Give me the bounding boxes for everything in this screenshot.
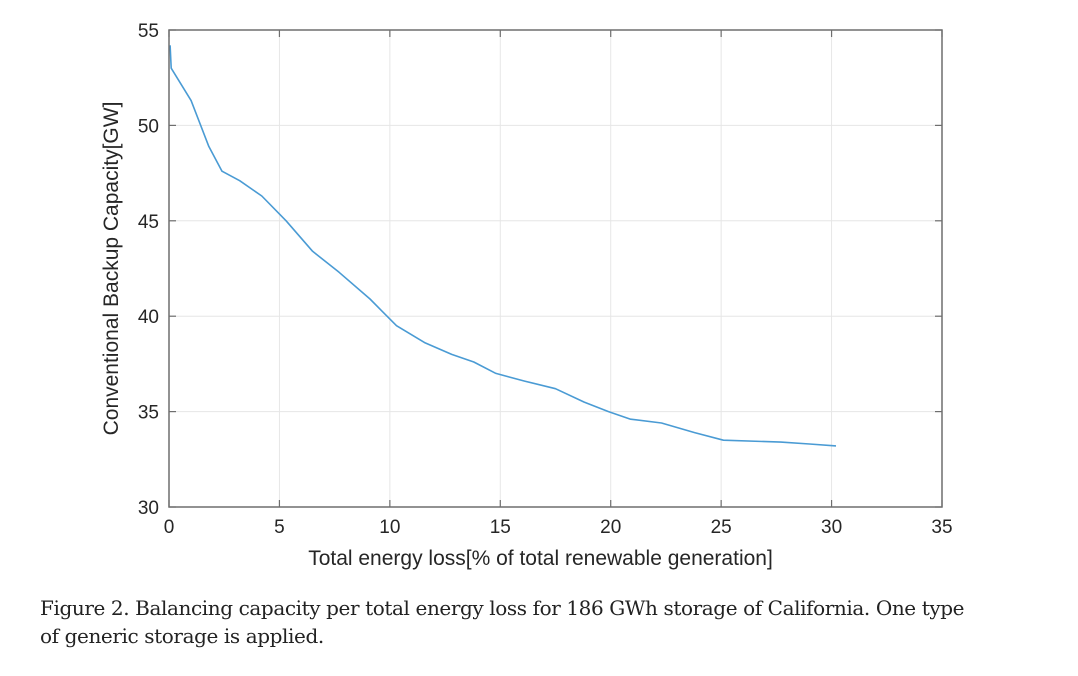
- x-tick-label: 35: [931, 517, 952, 538]
- x-tick-label: 0: [164, 517, 175, 538]
- line-layer: [169, 45, 837, 447]
- x-tick-label: 30: [821, 517, 842, 538]
- y-tick-label: 40: [138, 307, 159, 328]
- y-tick-label: 45: [138, 212, 159, 233]
- caption-line-2: of generic storage is applied.: [40, 624, 324, 648]
- y-axis-label: Conventional Backup Capacity[GW]: [100, 102, 123, 436]
- series-line: [169, 45, 837, 447]
- x-tick-label: 20: [600, 517, 621, 538]
- x-tick-label: 25: [711, 517, 732, 538]
- x-tick-label: 5: [274, 517, 285, 538]
- y-tick-label: 30: [138, 498, 159, 519]
- tick-marks: [168, 29, 943, 508]
- y-tick-label: 35: [138, 403, 159, 424]
- figure-caption: Figure 2. Balancing capacity per total e…: [40, 594, 1050, 650]
- x-tick-label: 15: [490, 517, 511, 538]
- x-axis-label: Total energy loss[% of total renewable g…: [308, 547, 773, 570]
- y-tick-label: 50: [138, 116, 159, 137]
- plot-frame: [168, 29, 943, 508]
- y-tick-label: 55: [138, 21, 159, 42]
- caption-line-1: Figure 2. Balancing capacity per total e…: [40, 596, 965, 620]
- y-tick-labels: 30 35 40 45 50 55: [138, 21, 159, 519]
- grid-lines: [169, 30, 942, 507]
- chart: 0 5 10 15 20 25 30 35 30 35 40 45 50 55 Total energy…: [100, 21, 953, 570]
- x-tick-labels: 0 5 10 15 20 25 30 35: [164, 517, 953, 538]
- x-tick-label: 10: [379, 517, 400, 538]
